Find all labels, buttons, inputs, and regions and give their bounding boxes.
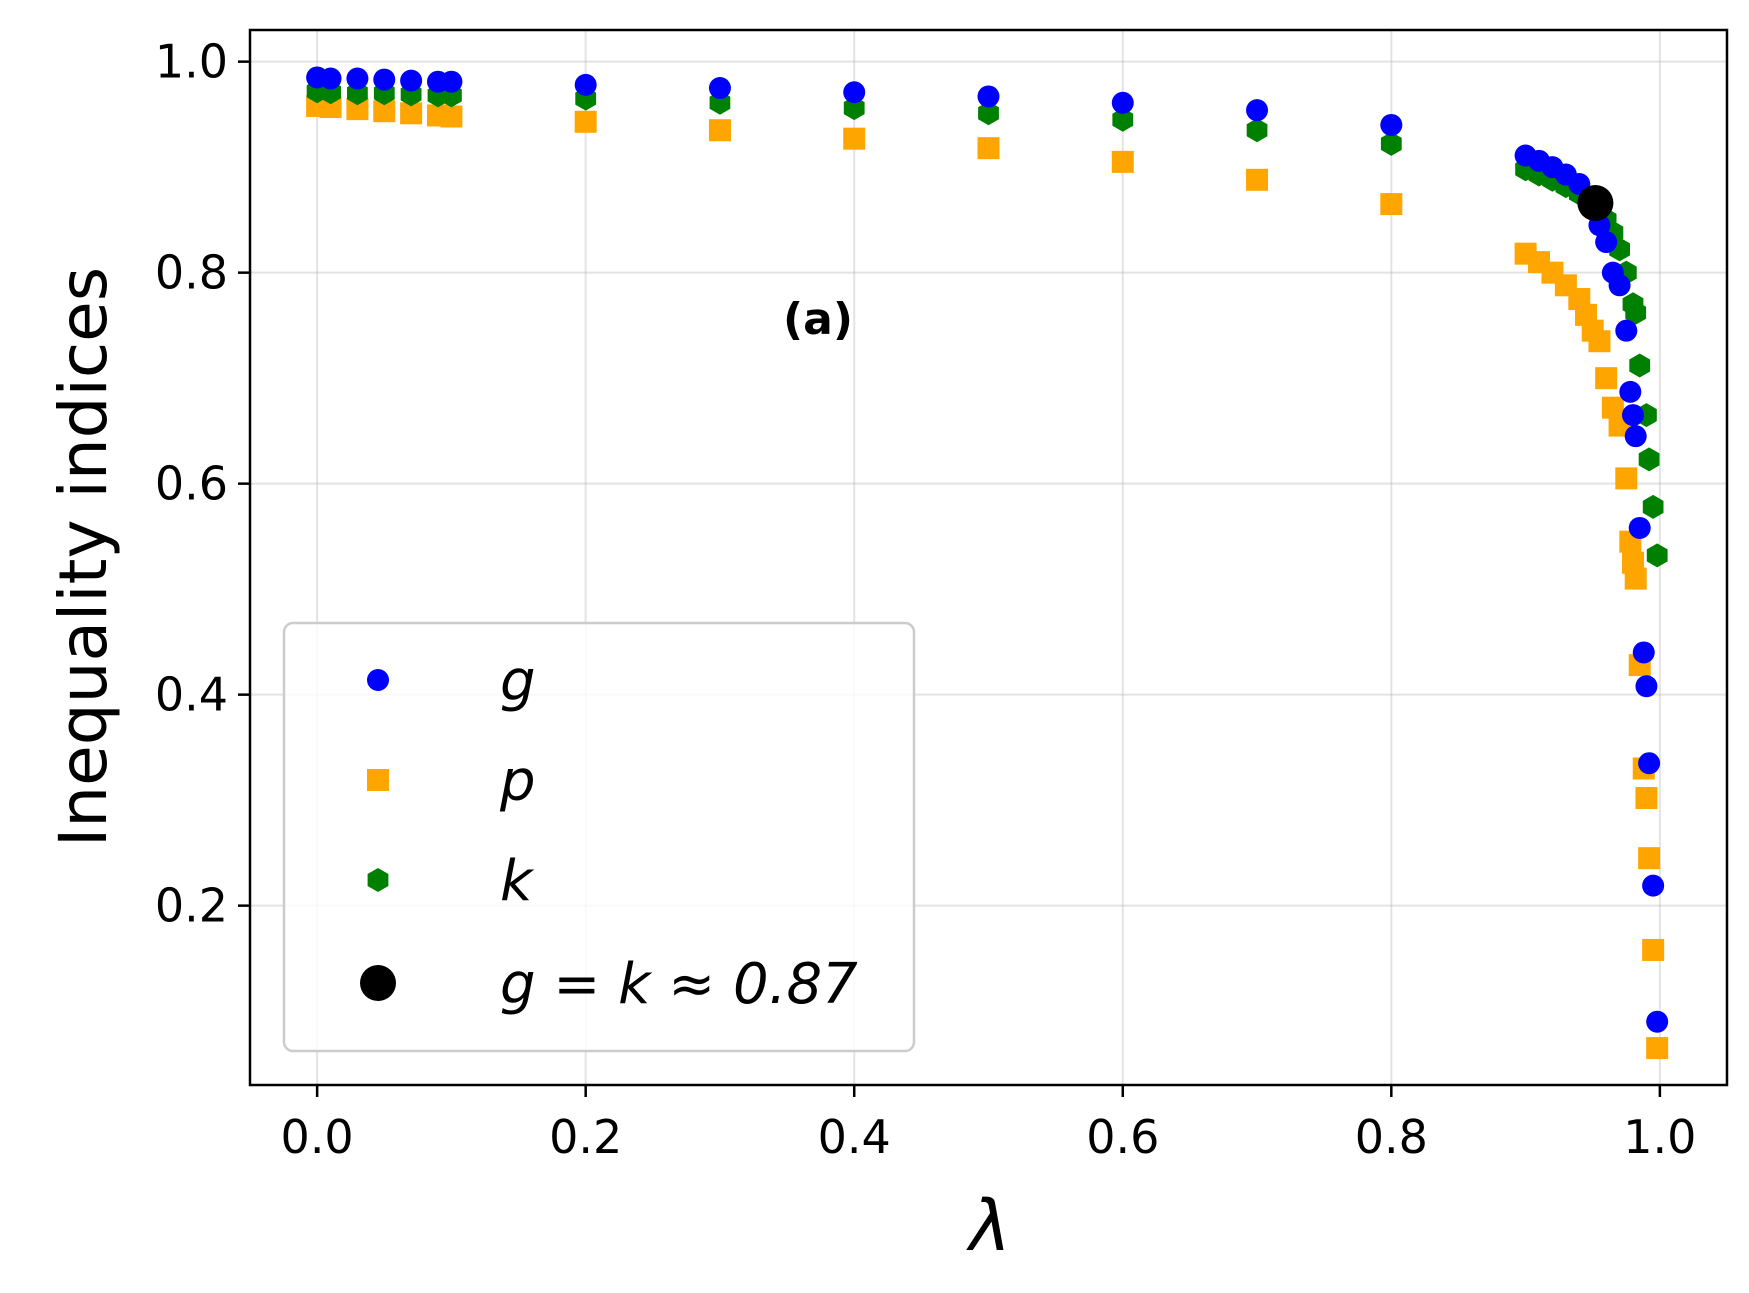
point-p <box>977 137 1000 160</box>
point-k <box>843 96 865 121</box>
point-g <box>1635 675 1658 698</box>
y-tick-label: 0.2 <box>155 879 228 933</box>
legend-label: g = k ≈ 0.87 <box>500 952 858 1017</box>
point-p <box>843 127 866 150</box>
axis-ticks: 0.0 0.2 0.4 0.6 0.8 1.0 0.2 0.4 0.6 0.8 1.0 <box>155 35 1697 1164</box>
point-p <box>1642 938 1665 961</box>
point-p <box>1246 168 1269 191</box>
point-p <box>319 96 342 119</box>
x-tick-label: 0.2 <box>549 1110 622 1164</box>
point-k <box>1638 447 1660 472</box>
x-tick-label: 0.0 <box>281 1110 354 1164</box>
point-k <box>1380 131 1402 156</box>
point-g <box>1646 1010 1669 1033</box>
point-p <box>1635 787 1658 810</box>
x-axis-title: λ <box>965 1185 1010 1267</box>
point-g <box>1642 874 1665 897</box>
panel-label: (a) <box>783 294 853 345</box>
y-tick-label: 0.8 <box>155 246 228 300</box>
point-p <box>1588 330 1611 353</box>
point-g <box>1632 641 1655 664</box>
y-tick-label: 0.6 <box>155 457 228 511</box>
x-tick-label: 0.6 <box>1086 1110 1159 1164</box>
data-points <box>306 66 1669 1060</box>
point-p <box>708 119 731 142</box>
point-g <box>1624 425 1647 448</box>
point-g <box>440 70 463 93</box>
point-p <box>1111 150 1134 173</box>
point-k <box>1629 353 1651 378</box>
x-tick-label: 0.8 <box>1355 1110 1428 1164</box>
point-p <box>400 102 423 125</box>
point-p <box>1380 193 1403 216</box>
x-tick-label: 1.0 <box>1623 1110 1696 1164</box>
point-p <box>373 100 396 123</box>
y-axis-title: Inequality indices <box>45 267 122 847</box>
point-g <box>1615 319 1638 342</box>
point-g <box>1638 752 1661 775</box>
point-k <box>1646 543 1668 568</box>
point-g <box>1380 113 1403 136</box>
point-p <box>1615 467 1638 490</box>
point-p <box>574 110 597 133</box>
point-g <box>977 85 1000 108</box>
legend-label: g <box>500 649 536 714</box>
point-p <box>1638 847 1661 870</box>
point-k <box>1246 118 1268 143</box>
point-g <box>1622 404 1645 427</box>
point-g <box>319 67 342 90</box>
point-k <box>1642 494 1664 519</box>
point-p <box>1624 567 1647 590</box>
y-tick-label: 1.0 <box>155 35 228 89</box>
legend-label: p <box>499 749 536 814</box>
point-k <box>1625 300 1647 325</box>
point-g <box>1628 516 1651 539</box>
point-p <box>1595 367 1618 390</box>
point-g <box>400 69 423 92</box>
point-k <box>1112 107 1134 132</box>
point-g <box>1111 91 1134 114</box>
legend-label: k <box>500 849 535 914</box>
point-g <box>1246 99 1269 122</box>
point-g <box>346 67 369 90</box>
point-p <box>1601 396 1624 419</box>
point-g <box>1619 380 1642 403</box>
point-g <box>574 73 597 96</box>
legend-marker-2 <box>367 868 389 892</box>
point-p <box>1646 1037 1669 1060</box>
x-tick-label: 0.4 <box>818 1110 891 1164</box>
legend-marker-0 <box>367 669 389 691</box>
point-intersection <box>1577 185 1614 222</box>
y-tick-label: 0.4 <box>155 668 228 722</box>
point-g <box>708 77 731 100</box>
point-p <box>346 98 369 121</box>
legend-box <box>282 621 916 1053</box>
point-k <box>978 101 999 126</box>
legend-marker-3 <box>360 965 396 1001</box>
plot-frame <box>248 28 1729 1087</box>
point-g <box>373 68 396 91</box>
legend: gpk g = k ≈ 0.87 <box>282 621 916 1053</box>
point-p <box>440 105 463 128</box>
legend-marker-1 <box>367 769 389 791</box>
point-g <box>1595 231 1618 254</box>
point-g <box>843 81 866 104</box>
point-g <box>1608 274 1631 297</box>
